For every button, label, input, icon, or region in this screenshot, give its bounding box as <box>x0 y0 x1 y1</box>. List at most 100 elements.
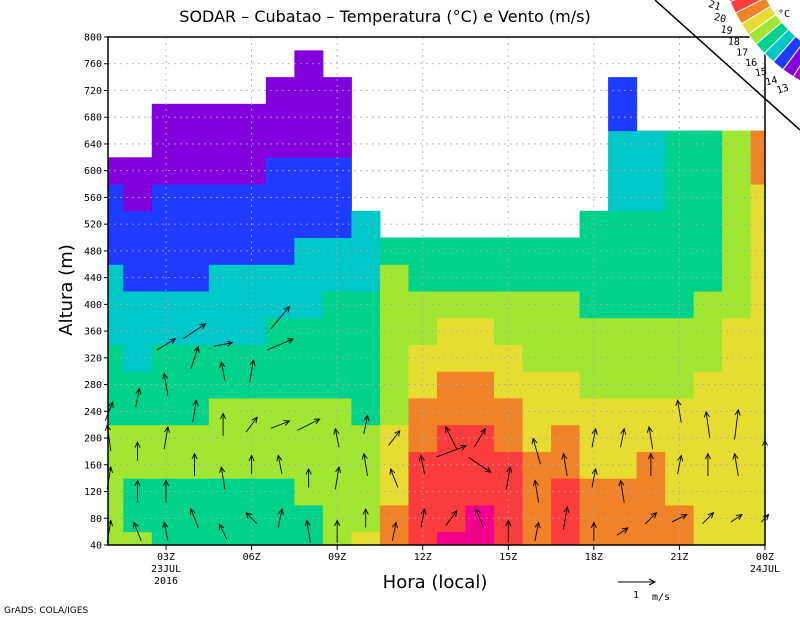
temperature-field <box>108 50 766 546</box>
wind-arrow <box>334 519 341 543</box>
temperature-cell <box>265 531 295 546</box>
wind-arrow-shaft <box>277 508 283 528</box>
legend-level-label: 20 <box>713 12 727 25</box>
wind-arrow-shaft <box>104 401 114 421</box>
wind-arrow <box>156 338 177 351</box>
wind-arrow <box>213 340 234 347</box>
temperature-cell <box>237 397 267 426</box>
wind-arrow-shaft <box>190 508 199 528</box>
wind-arrow <box>270 305 291 330</box>
wind-arrow <box>163 479 170 503</box>
wind-arrow <box>591 427 598 448</box>
temperature-cell <box>237 103 267 132</box>
wind-arrow <box>362 507 369 528</box>
temperature-cell <box>750 531 766 546</box>
y-tick-label: 160 <box>84 460 102 471</box>
wind-arrow-head <box>248 454 255 462</box>
wind-arrow-head <box>531 437 538 445</box>
wind-arrow-head <box>563 506 570 514</box>
wind-arrow-head <box>460 444 468 451</box>
wind-arrow-shaft <box>220 361 226 381</box>
reference-vector: 1 m/s <box>618 578 670 603</box>
wind-arrow-shaft <box>734 453 739 476</box>
wind-arrow <box>276 454 283 475</box>
wind-arrow-shaft <box>420 508 426 528</box>
temperature-cell <box>522 531 552 546</box>
wind-arrow-head <box>249 359 256 366</box>
x-tick-date: 24JUL <box>750 564 780 575</box>
y-tick-label: 40 <box>90 541 102 552</box>
temperature-cell <box>351 424 381 452</box>
wind-arrow-shaft <box>648 426 654 450</box>
wind-arrow-head <box>389 467 396 475</box>
wind-arrow-head <box>650 511 658 519</box>
x-tick-label: 15Z <box>499 552 517 563</box>
temperature-cell <box>237 424 267 452</box>
wind-arrow-shaft <box>163 426 169 450</box>
wind-arrow <box>618 479 625 503</box>
wind-arrow-head <box>162 521 169 529</box>
temperature-cell <box>750 317 766 345</box>
x-tick-label: 21Z <box>670 552 688 563</box>
temperature-cell <box>465 531 495 546</box>
temperature-cell <box>351 371 381 399</box>
wind-arrow <box>189 508 199 528</box>
wind-arrow-shaft <box>192 400 197 423</box>
temperature-cell <box>436 531 466 546</box>
wind-arrow-head <box>362 507 369 515</box>
temperature-cell <box>123 291 153 319</box>
wind-arrow-shaft <box>705 411 711 438</box>
temperature-cell <box>722 531 752 546</box>
wind-arrow <box>219 360 226 381</box>
x-tick-label: 18Z <box>585 552 603 563</box>
wind-arrow <box>245 416 258 433</box>
y-tick-label: 280 <box>84 380 102 391</box>
y-tick-label: 120 <box>84 487 102 498</box>
temperature-cell <box>123 317 153 345</box>
temperature-cell <box>665 531 695 546</box>
wind-arrow <box>616 527 629 536</box>
temperature-cell <box>108 531 124 546</box>
wind-arrow-shaft <box>334 428 340 448</box>
wind-arrow-head <box>313 418 321 425</box>
temperature-cell <box>351 478 381 506</box>
legend-level-label: 13 <box>775 83 790 97</box>
temperature-cell <box>123 157 153 185</box>
wind-arrow-shaft <box>363 415 368 435</box>
reference-value: 1 <box>633 590 639 601</box>
chart-title: SODAR – Cubatao – Temperatura (°C) e Ven… <box>179 7 590 26</box>
wind-arrow-head <box>484 466 492 473</box>
temperature-cell <box>351 237 381 265</box>
temperature-cell <box>351 344 381 372</box>
y-tick-label: 600 <box>84 166 102 177</box>
grads-credit: GrADS: COLA/IGES <box>4 606 88 616</box>
wind-arrow-head <box>646 425 653 433</box>
y-tick-label: 800 <box>84 33 102 44</box>
legend-level-label: 14 <box>764 75 778 88</box>
wind-arrow <box>218 523 228 540</box>
temperature-cell <box>123 184 153 212</box>
wind-arrow-shaft <box>671 514 688 523</box>
wind-arrow-shaft <box>213 342 233 347</box>
wind-arrow-head <box>734 408 741 416</box>
temperature-cell <box>379 531 409 546</box>
wind-arrow-shaft <box>363 453 368 476</box>
wind-arrow <box>391 521 398 541</box>
legend-color-segment <box>729 0 763 14</box>
wind-arrow <box>675 399 682 423</box>
temperature-cell <box>208 531 238 546</box>
temperature-cell <box>750 210 766 239</box>
wind-arrow <box>418 454 426 475</box>
legend-color-segment <box>792 65 800 82</box>
wind-arrow <box>190 345 200 370</box>
temperature-cell <box>123 237 153 265</box>
y-tick-label: 320 <box>84 353 102 364</box>
wind-arrow <box>505 519 512 543</box>
temperature-cell <box>294 531 324 546</box>
wind-arrow <box>163 425 171 450</box>
temperature-cell <box>151 531 181 546</box>
wind-arrow-head <box>451 510 458 517</box>
wind-arrow <box>532 479 540 503</box>
wind-arrow-head <box>169 338 177 345</box>
